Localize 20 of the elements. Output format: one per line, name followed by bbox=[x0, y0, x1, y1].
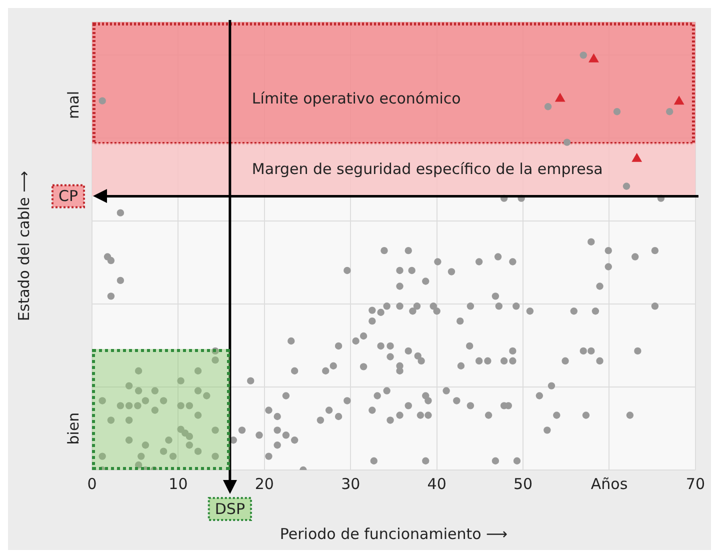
x-tick-label: 70 bbox=[686, 474, 706, 493]
y-axis-title: Estado del cable ⟶ bbox=[14, 170, 33, 322]
x-tick-label: 20 bbox=[254, 474, 274, 493]
ref-line-label: CP bbox=[58, 187, 78, 206]
point bbox=[632, 152, 642, 162]
point bbox=[674, 96, 684, 105]
x-tick-label: 30 bbox=[341, 474, 360, 493]
x-tick-label: 0 bbox=[87, 474, 97, 493]
point bbox=[554, 92, 566, 102]
band-label: Margen de seguridad específico de la empresa bbox=[252, 160, 603, 178]
point bbox=[588, 53, 599, 62]
x-tick-label: 10 bbox=[168, 474, 188, 493]
x-tick-label: Años bbox=[590, 474, 628, 493]
band-label: Límite operativo económico bbox=[252, 89, 461, 108]
ref-line-label: DSP bbox=[214, 500, 245, 518]
text: bien bbox=[64, 412, 82, 445]
text: mal bbox=[64, 90, 82, 119]
x-axis-title: Periodo de funcionamiento ⟶ bbox=[280, 524, 508, 543]
x-tick-label: 50 bbox=[513, 474, 533, 493]
x-tick-label: 40 bbox=[427, 474, 446, 493]
